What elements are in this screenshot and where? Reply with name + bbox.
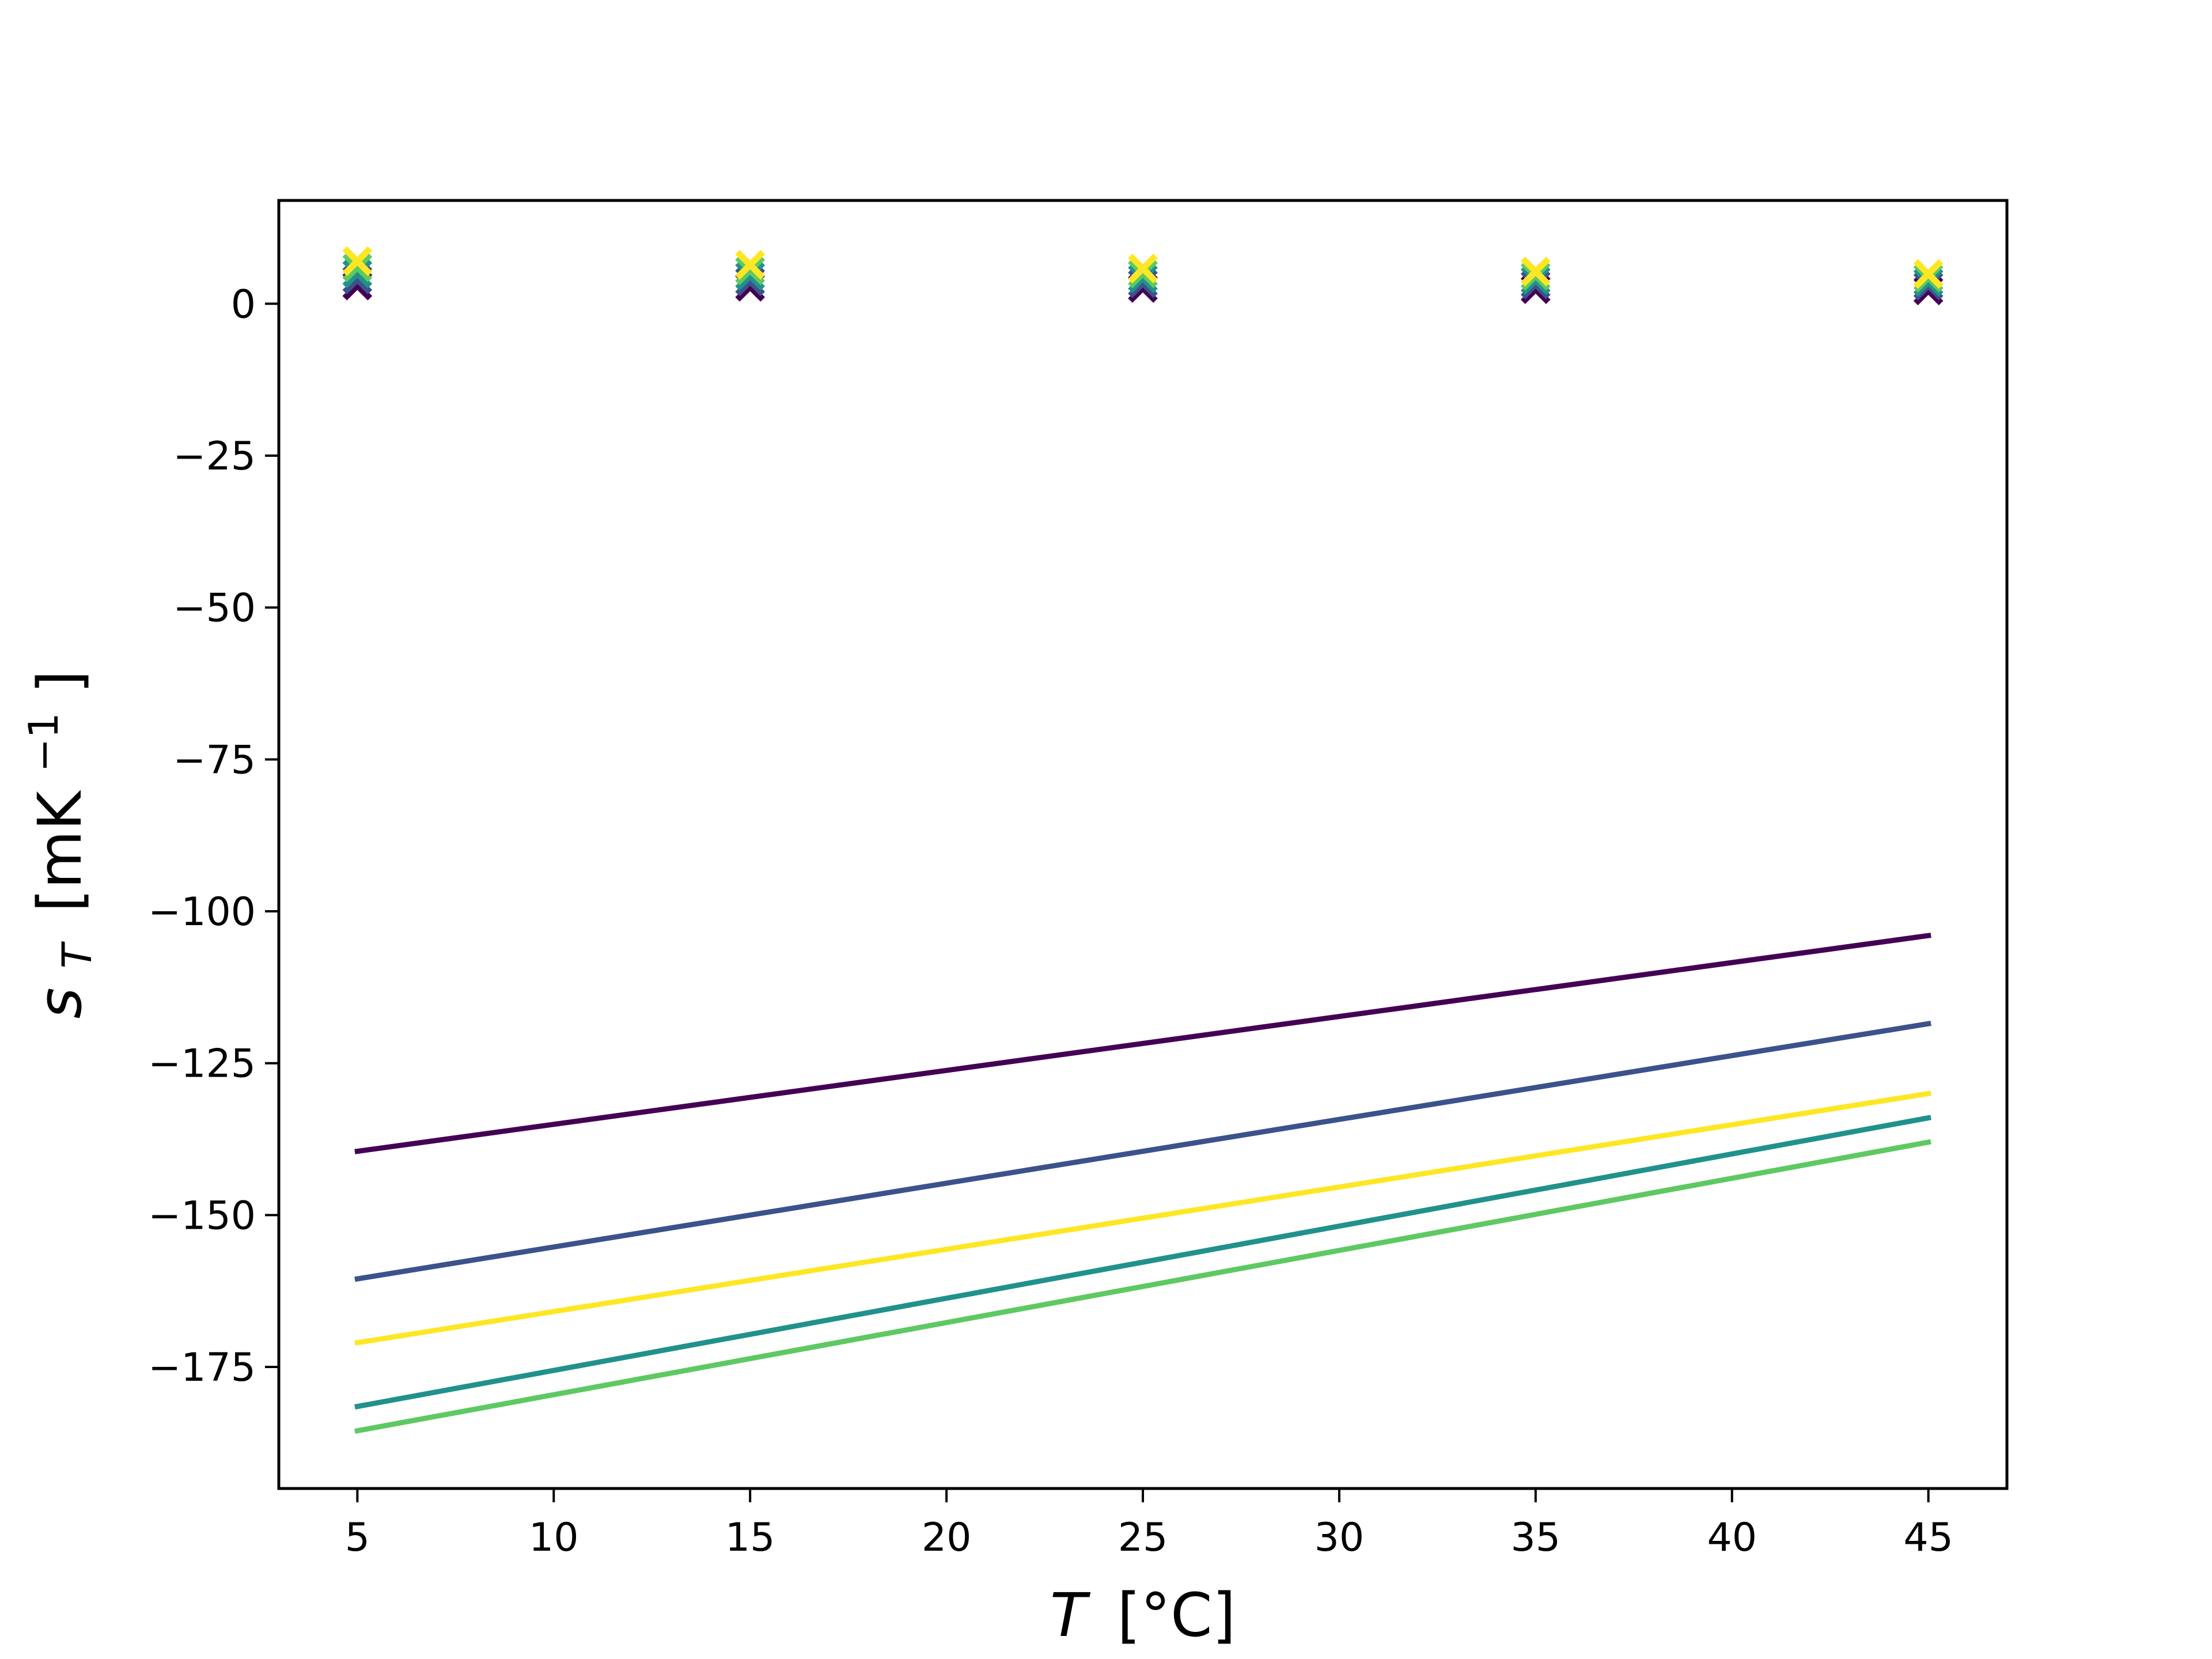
series-2-line [354,1020,1931,1282]
y-tick-label: −175 [148,1345,256,1391]
series-4-marker [735,255,766,286]
series-5-marker [1520,256,1551,287]
series-3-marker [1128,263,1158,293]
y-axis-label-unit-close: ] [25,670,95,694]
y-tick-label: −100 [148,889,256,935]
x-axis-ticks: 5 10 15 20 25 30 35 40 45 [345,1488,1953,1560]
series-3-line [354,1115,1931,1410]
series-4-line [354,1139,1931,1434]
series-5-marker [1913,259,1944,289]
series-4-marker [1128,258,1158,289]
y-axis-ticks: 0 −25 −50 −75 −100 −125 −150 −175 [148,282,279,1391]
series-3-marker [342,258,373,289]
series-4-marker [342,252,373,282]
series-5-marker [1128,253,1158,284]
y-axis-label: s T [mK −1 ] [2,670,105,1018]
series-5-line [354,1090,1931,1346]
x-tick-label: 20 [922,1515,972,1560]
y-tick-label: −150 [148,1193,256,1238]
x-tick-label: 40 [1707,1515,1757,1560]
y-tick-label: −25 [173,434,256,479]
series-5-marker [735,249,766,280]
x-tick-label: 45 [1903,1515,1953,1560]
x-tick-label: 10 [529,1515,579,1560]
x-tick-label: 30 [1315,1515,1365,1560]
y-tick-label: −75 [173,737,256,783]
x-tick-label: 25 [1118,1515,1168,1560]
series-3-marker [735,260,766,291]
x-tick-label: 15 [725,1515,775,1560]
y-tick-label: −125 [148,1041,256,1087]
x-axis-label-symbol: T [1050,1580,1091,1650]
y-axis-label-unit-exp: −1 [20,713,67,772]
series-5-marker [342,246,373,276]
y-axis-label-unit-open: [mK [25,790,95,912]
x-tick-label: 35 [1511,1515,1561,1560]
series-1-line [354,933,1931,1154]
x-axis-label-unit: [°C] [1117,1580,1236,1650]
y-tick-label: −50 [173,586,256,631]
x-axis-label: T [°C] [1050,1580,1236,1650]
series-layer [342,246,1944,1434]
y-axis-label-subscript: T [54,941,101,968]
y-axis-label-symbol: s [25,987,95,1018]
x-tick-label: 5 [345,1515,370,1560]
y-tick-label: 0 [231,282,256,327]
